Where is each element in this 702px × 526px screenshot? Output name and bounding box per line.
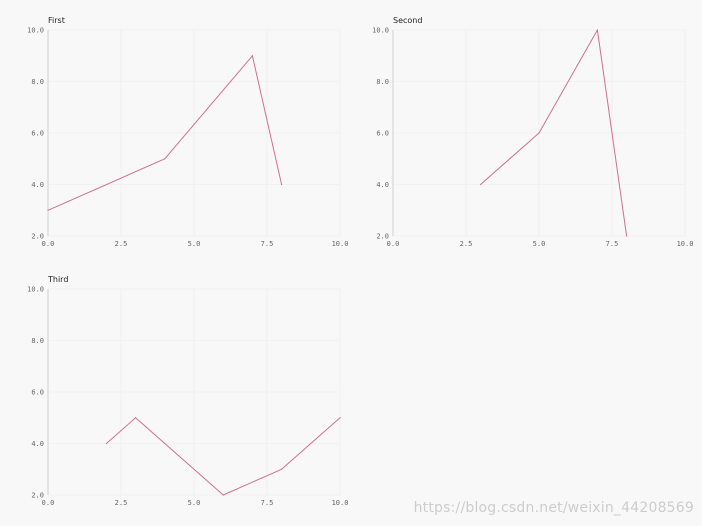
chart-title-first: First	[48, 16, 65, 25]
data-point	[626, 235, 628, 237]
y-tick-label: 4.0	[31, 440, 44, 448]
data-point	[538, 132, 540, 134]
data-point	[164, 158, 166, 160]
y-tick-label: 6.0	[376, 130, 389, 138]
y-tick-label: 2.0	[31, 492, 44, 500]
y-tick-label: 2.0	[31, 233, 44, 241]
y-tick-label: 2.0	[376, 233, 389, 241]
y-tick-label: 8.0	[376, 78, 389, 86]
x-tick-label: 2.5	[115, 240, 128, 248]
x-tick-label: 0.0	[42, 240, 55, 248]
x-tick-label: 5.0	[188, 240, 201, 248]
chart-title-second: Second	[393, 16, 423, 25]
data-point	[339, 417, 341, 419]
x-tick-label: 0.0	[42, 499, 55, 507]
chart-panel-second: Second 2.0 4.0 6.0 8.0 10.0 0.0 2.5 5.0 7.5 10.0	[350, 0, 702, 255]
data-point	[281, 468, 283, 470]
chart-first-svg: 2.0 4.0 6.0 8.0 10.0 0.0 2.5 5.0 7.5 10.0	[27, 27, 349, 249]
watermark-text: https://blog.csdn.net/weixin_44208569	[413, 500, 694, 516]
chart-second-svg: 2.0 4.0 6.0 8.0 10.0 0.0 2.5 5.0 7.5 10.0	[372, 27, 694, 249]
x-tick-label: 7.5	[261, 499, 274, 507]
x-tick-label: 0.0	[387, 240, 400, 248]
y-tick-label: 6.0	[31, 130, 44, 138]
data-point	[596, 29, 598, 31]
data-point	[480, 183, 482, 186]
x-tick-label: 10.0	[332, 499, 349, 507]
data-point	[105, 442, 107, 445]
y-tick-label: 10.0	[27, 27, 44, 35]
x-tick-label: 5.0	[188, 499, 201, 507]
x-tick-label: 5.0	[533, 240, 546, 248]
x-tick-label: 10.0	[677, 240, 694, 248]
x-tick-label: 7.5	[261, 240, 274, 248]
chart-panel-first: First 2.0 4.0 6.0 8.0 10.0 0.0 2.5 5.0 7.5 10.0	[0, 0, 350, 255]
chart-panel-third: Third 2.0 4.0 6.0 8.0 10.0 0.0 2.5 5.0 7.5 10.0	[0, 262, 350, 517]
y-tick-label: 10.0	[27, 286, 44, 294]
y-tick-label: 4.0	[31, 181, 44, 189]
x-tick-label: 7.5	[606, 240, 619, 248]
x-tick-label: 2.5	[460, 240, 473, 248]
y-tick-label: 8.0	[31, 78, 44, 86]
y-tick-label: 4.0	[376, 181, 389, 189]
x-tick-label: 10.0	[332, 240, 349, 248]
data-point	[251, 55, 253, 57]
data-point	[47, 209, 49, 211]
series-line	[106, 417, 341, 496]
chart-third-svg: 2.0 4.0 6.0 8.0 10.0 0.0 2.5 5.0 7.5 10.0	[27, 286, 349, 508]
data-point	[281, 183, 283, 186]
chart-title-third: Third	[48, 275, 69, 284]
y-tick-label: 6.0	[31, 389, 44, 397]
y-tick-label: 10.0	[372, 27, 389, 35]
series-line	[47, 55, 283, 211]
data-point	[222, 494, 224, 496]
x-tick-label: 2.5	[115, 499, 128, 507]
series-line	[480, 29, 628, 237]
y-tick-label: 8.0	[31, 337, 44, 345]
data-point	[135, 417, 137, 419]
